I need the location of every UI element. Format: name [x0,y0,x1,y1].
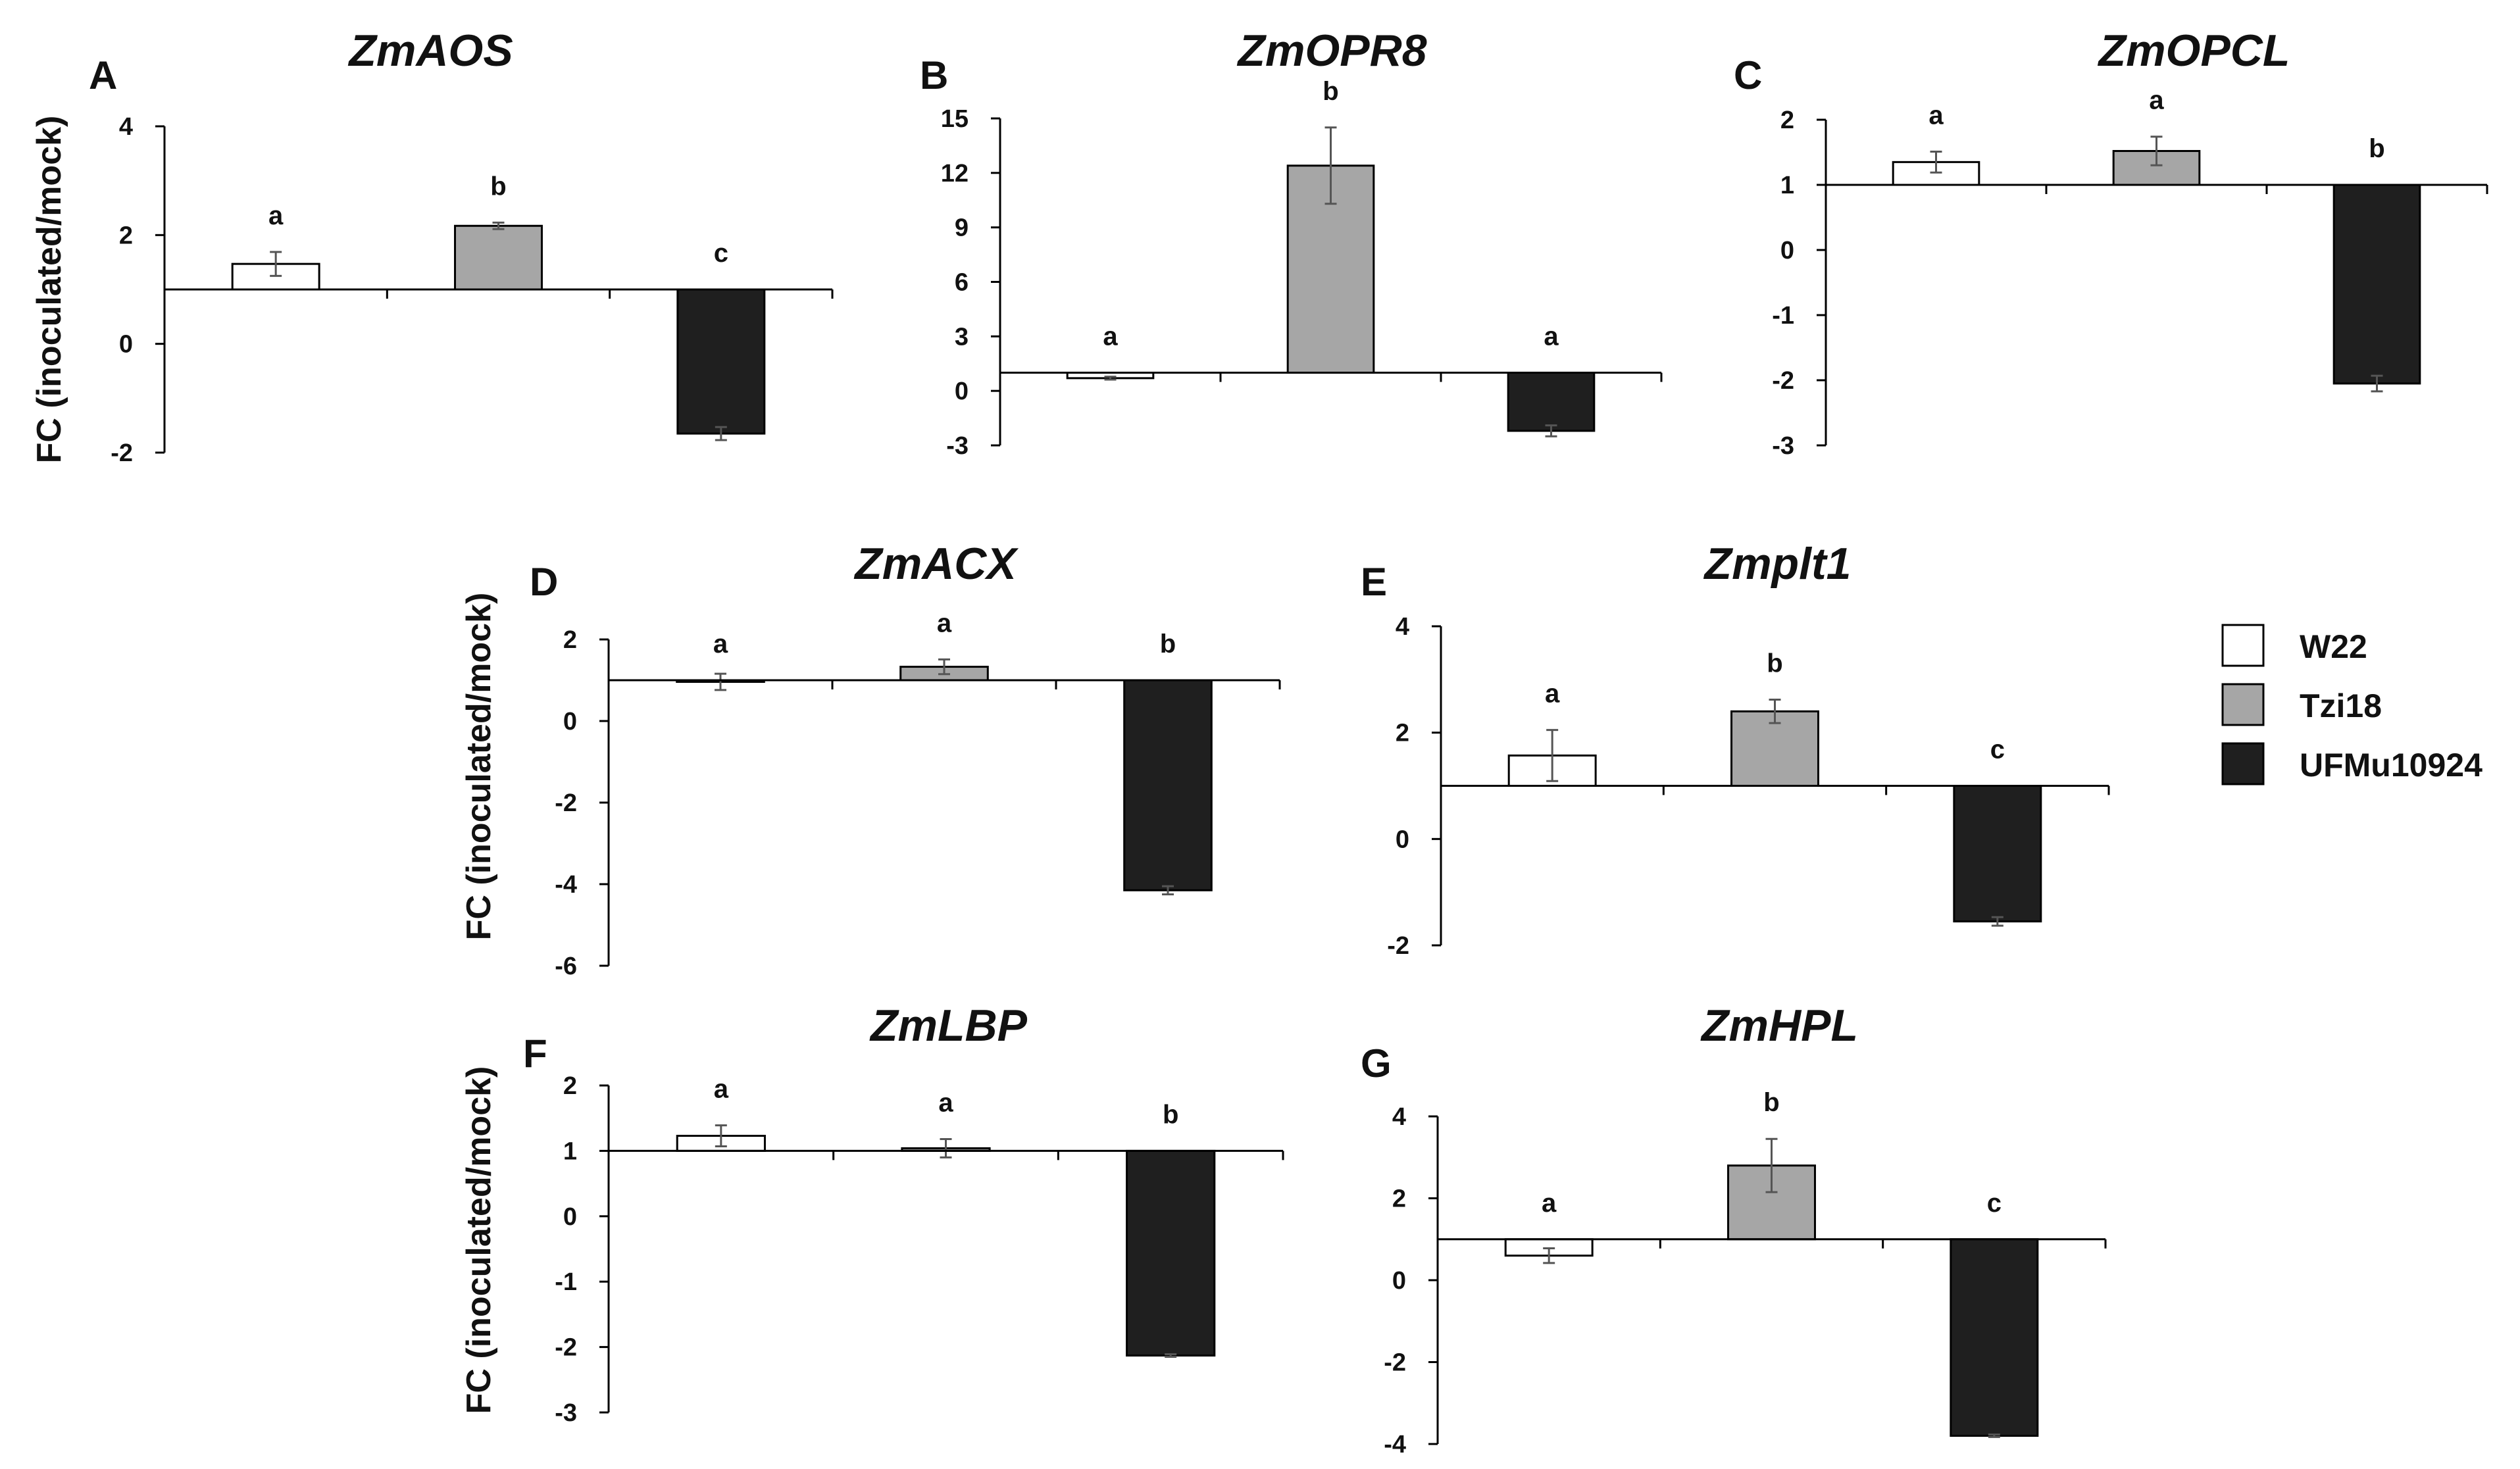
y-tick-label-d-4: -6 [555,953,577,980]
panel-label-e: E [1361,560,1387,604]
panel-title-e: Zmplt1 [1703,539,1852,589]
y-tick-label-f-2: 0 [563,1203,577,1231]
y-tick-label-d-3: -4 [555,871,577,899]
sig-letter-f-ufmu10924: b [1163,1100,1178,1129]
bar-a-ufmu10924 [676,288,766,435]
y-tick-label-f-4: -2 [555,1334,577,1362]
y-tick-label-b-3: 6 [955,269,969,297]
panel-title-b: ZmOPR8 [1236,26,1426,76]
sig-letter-c-tzi18: a [2149,86,2164,115]
sig-letter-b-ufmu10924: a [1544,322,1559,351]
sig-letter-e-w22: a [1545,680,1560,709]
bar-f-ufmu10924 [1126,1149,1216,1357]
y-tick-label-c-1: 1 [1780,172,1794,199]
legend-swatch-ufmu10924 [2221,742,2265,785]
bar-c-ufmu10924 [2332,184,2421,385]
y-tick-label-g-1: 2 [1392,1185,1406,1213]
sig-letter-g-ufmu10924: c [1987,1189,2002,1218]
y-tick-label-b-5: 0 [955,378,969,405]
y-tick-label-g-0: 4 [1392,1103,1406,1131]
y-axis-label-a: FC (inoculated/mock) [30,116,68,464]
y-tick-label-c-3: -1 [1772,302,1794,330]
y-tick-label-f-3: -1 [555,1268,577,1296]
panel-e: E Zmplt1 4 2 0 -2 a b c [1361,539,2110,960]
sig-letter-d-tzi18: a [937,609,952,637]
y-tick-label-g-2: 0 [1392,1267,1406,1295]
y-tick-label-c-4: -2 [1772,367,1794,395]
bar-e-ufmu10924 [1953,785,2042,923]
y-tick-label-c-0: 2 [1780,107,1794,134]
y-tick-label-c-2: 0 [1780,237,1794,264]
sig-letter-d-ufmu10924: b [1160,630,1176,659]
sig-letter-a-w22: a [268,201,284,230]
sig-letter-c-ufmu10924: b [2369,134,2384,163]
y-tick-label-d-0: 2 [563,626,577,654]
panel-label-c: C [1734,53,1762,97]
panel-label-g: G [1361,1041,1392,1085]
y-tick-label-d-1: 0 [563,708,577,735]
y-tick-label-c-5: -3 [1772,432,1794,460]
legend-label-tzi18: Tzi18 [2300,687,2382,724]
y-tick-label-e-0: 4 [1396,613,1409,641]
sig-letter-d-w22: a [713,630,728,659]
panel-f: F ZmLBP FC (inoculated/mock) 2 1 0 -1 -2 -3 a a… [460,1001,1284,1427]
legend-label-ufmu10924: UFMu10924 [2300,747,2482,784]
panel-label-f: F [523,1032,547,1076]
y-tick-label-f-1: 1 [563,1137,577,1165]
sig-letter-a-tzi18: b [490,172,506,201]
y-tick-label-a-2: 0 [119,331,133,359]
bar-a-tzi18 [454,224,543,291]
panel-b: B ZmOPR8 15 12 9 6 3 0 -3 a b a [920,26,1663,460]
sig-letter-g-tzi18: b [1763,1088,1779,1117]
y-tick-label-a-1: 2 [119,222,133,249]
y-axis-label-f: FC (inoculated/mock) [460,1066,498,1414]
bar-d-ufmu10924 [1123,679,1213,891]
sig-letter-f-w22: a [714,1075,729,1104]
y-tick-label-b-0: 15 [941,105,969,133]
bar-b-ufmu10924 [1507,372,1596,432]
panel-label-d: D [530,560,558,604]
y-tick-label-f-5: -3 [555,1399,577,1427]
y-tick-label-a-3: -2 [111,439,133,467]
y-tick-label-a-0: 4 [119,113,133,141]
legend: W22 Tzi18 UFMu10924 [2221,624,2482,785]
sig-letter-c-w22: a [1928,101,1944,130]
panel-title-f: ZmLBP [869,1001,1028,1051]
y-tick-label-f-0: 2 [563,1072,577,1100]
y-axis-label-d: FC (inoculated/mock) [460,593,498,941]
panel-g: G ZmHPL 4 2 0 -2 -4 a b c [1361,1001,2107,1458]
y-tick-label-e-3: -2 [1387,932,1409,960]
sig-letter-b-tzi18: b [1323,77,1338,106]
sig-letter-e-tzi18: b [1767,649,1782,678]
legend-label-w22: W22 [2300,628,2367,665]
y-tick-label-b-1: 12 [941,160,969,187]
y-tick-label-g-3: -2 [1384,1349,1406,1377]
panel-c: C ZmOPCL 2 1 0 -1 -2 -3 a a b [1734,26,2488,460]
legend-swatch-w22 [2221,624,2265,667]
bar-g-ufmu10924 [1950,1238,2039,1437]
sig-letter-a-ufmu10924: c [714,239,728,268]
y-tick-label-e-1: 2 [1396,720,1409,747]
y-tick-label-b-6: -3 [946,432,969,460]
panel-title-g: ZmHPL [1700,1001,1858,1051]
sig-letter-b-w22: a [1103,322,1118,351]
y-tick-label-b-2: 9 [955,214,969,242]
legend-swatch-tzi18 [2221,683,2265,726]
panel-title-d: ZmACX [853,539,1019,589]
panel-title-c: ZmOPCL [2098,26,2290,76]
panel-d: D ZmACX FC (inoculated/mock) 2 0 -2 -4 -6 a a b [460,539,1281,980]
sig-letter-g-w22: a [1542,1189,1557,1218]
y-tick-label-d-2: -2 [555,789,577,817]
sig-letter-e-ufmu10924: c [1990,735,2005,764]
panel-label-a: A [89,53,117,97]
sig-letter-f-tzi18: a [938,1089,953,1118]
y-tick-label-e-2: 0 [1396,826,1409,853]
panel-title-a: ZmAOS [347,26,513,76]
y-tick-label-g-4: -4 [1384,1431,1406,1458]
y-tick-label-b-4: 3 [955,323,969,351]
panel-label-b: B [920,53,948,97]
panel-a: A ZmAOS FC (inoculated/mock) 4 2 0 -2 a b c [30,26,834,467]
